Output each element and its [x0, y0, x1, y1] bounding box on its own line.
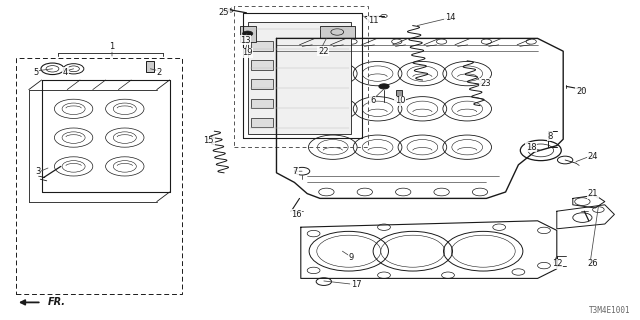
Text: 2: 2 — [157, 68, 162, 76]
Text: 14: 14 — [445, 13, 455, 22]
Text: T3M4E1001: T3M4E1001 — [589, 306, 630, 315]
Text: 13: 13 — [240, 36, 251, 44]
Text: 4: 4 — [63, 68, 68, 76]
Bar — [234, 6, 368, 147]
Text: 9: 9 — [349, 253, 354, 262]
Text: 6: 6 — [370, 96, 375, 105]
Text: 1: 1 — [109, 42, 115, 51]
Text: 26: 26 — [588, 260, 598, 268]
Bar — [251, 60, 273, 70]
Bar — [320, 26, 355, 38]
Text: 25: 25 — [219, 8, 229, 17]
Text: 19: 19 — [242, 48, 252, 57]
Text: 12: 12 — [552, 260, 562, 268]
Circle shape — [243, 31, 253, 36]
Text: 24: 24 — [588, 152, 598, 161]
Bar — [396, 90, 402, 96]
Text: 23: 23 — [480, 79, 491, 88]
Text: 11: 11 — [368, 16, 378, 25]
Text: 10: 10 — [395, 96, 405, 105]
Bar — [251, 99, 273, 108]
Text: 3: 3 — [35, 167, 40, 176]
Bar — [146, 61, 154, 72]
Bar — [251, 79, 273, 89]
Bar — [248, 22, 351, 134]
Text: 8: 8 — [547, 132, 552, 140]
Bar — [251, 41, 273, 51]
Bar — [16, 58, 182, 294]
Circle shape — [379, 84, 389, 89]
Bar — [240, 26, 256, 42]
Text: 7: 7 — [292, 167, 298, 176]
Bar — [251, 118, 273, 127]
Text: 20: 20 — [576, 87, 586, 96]
Text: 22: 22 — [318, 47, 328, 56]
Text: 5: 5 — [33, 68, 38, 76]
Text: 21: 21 — [588, 189, 598, 198]
Text: 18: 18 — [526, 143, 537, 152]
Text: 15: 15 — [204, 136, 214, 145]
Text: FR.: FR. — [48, 297, 66, 308]
Text: 16: 16 — [291, 210, 302, 219]
Text: 17: 17 — [351, 280, 362, 289]
